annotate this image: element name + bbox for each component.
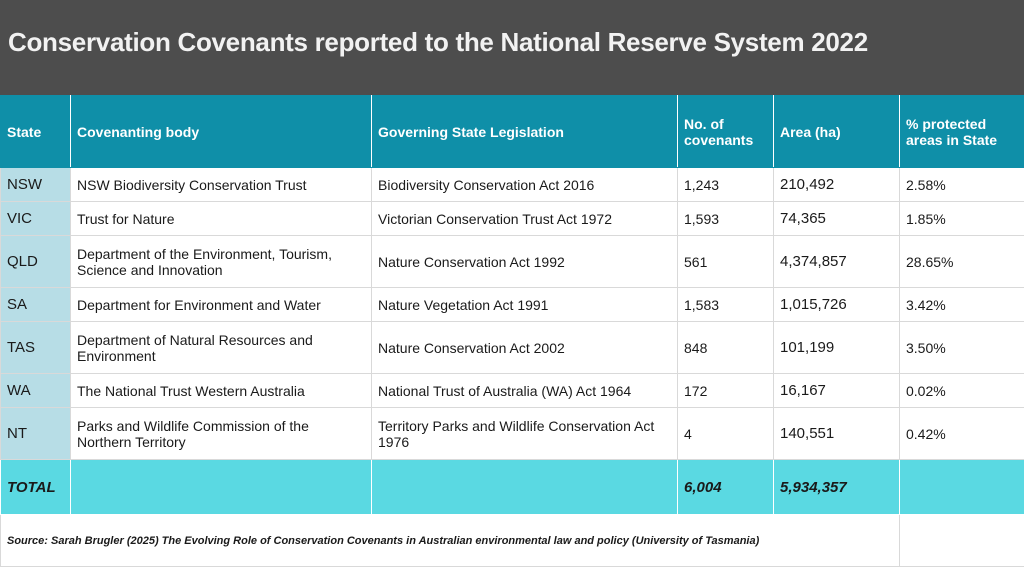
- header-percent-line2: areas in State: [906, 131, 998, 148]
- table-row: WA The National Trust Western Australia …: [0, 373, 1024, 408]
- area-cell: 140,551: [773, 407, 900, 460]
- percent-cell: 1.85%: [899, 201, 1024, 236]
- header-percent-line1: % protected: [906, 115, 987, 132]
- area-cell: 101,199: [773, 321, 900, 374]
- state-cell: QLD: [0, 235, 71, 288]
- table-row: SA Department for Environment and Water …: [0, 287, 1024, 322]
- total-empty-percent: [899, 459, 1024, 515]
- state-cell: WA: [0, 373, 71, 408]
- header-covenanting-body: Covenanting body: [70, 95, 372, 168]
- body-cell: Parks and Wildlife Commission of the Nor…: [70, 407, 372, 460]
- percent-cell: 28.65%: [899, 235, 1024, 288]
- area-cell: 4,374,857: [773, 235, 900, 288]
- count-cell: 4: [677, 407, 774, 460]
- total-row: TOTAL 6,004 5,934,357: [0, 459, 1024, 515]
- state-cell: NT: [0, 407, 71, 460]
- percent-cell: 2.58%: [899, 167, 1024, 202]
- legislation-cell: Victorian Conservation Trust Act 1972: [371, 201, 678, 236]
- total-empty-legislation: [371, 459, 678, 515]
- page-title: Conservation Covenants reported to the N…: [8, 27, 868, 57]
- state-cell: SA: [0, 287, 71, 322]
- body-cell: NSW Biodiversity Conservation Trust: [70, 167, 372, 202]
- header-covenant-count: No. of covenants: [677, 95, 774, 168]
- body-cell: Department of the Environment, Tourism, …: [70, 235, 372, 288]
- header-percent-protected: % protected areas in State: [899, 95, 1024, 168]
- total-empty-body: [70, 459, 372, 515]
- table-row: QLD Department of the Environment, Touri…: [0, 235, 1024, 288]
- table-row: VIC Trust for Nature Victorian Conservat…: [0, 201, 1024, 236]
- source-row: Source: Sarah Brugler (2025) The Evolvin…: [0, 514, 1024, 567]
- table-row: NT Parks and Wildlife Commission of the …: [0, 407, 1024, 460]
- total-count: 6,004: [677, 459, 774, 515]
- total-label: TOTAL: [0, 459, 71, 515]
- percent-cell: 3.42%: [899, 287, 1024, 322]
- percent-cell: 0.42%: [899, 407, 1024, 460]
- header-count-line1: No. of: [684, 115, 724, 132]
- body-cell: Department of Natural Resources and Envi…: [70, 321, 372, 374]
- covenants-table: State Covenanting body Governing State L…: [0, 95, 1024, 567]
- count-cell: 1,243: [677, 167, 774, 202]
- percent-cell: 3.50%: [899, 321, 1024, 374]
- source-empty-cell: [899, 514, 1024, 567]
- count-cell: 172: [677, 373, 774, 408]
- percent-cell: 0.02%: [899, 373, 1024, 408]
- area-cell: 16,167: [773, 373, 900, 408]
- total-area: 5,934,357: [773, 459, 900, 515]
- table-row: NSW NSW Biodiversity Conservation Trust …: [0, 167, 1024, 202]
- state-cell: TAS: [0, 321, 71, 374]
- legislation-cell: Nature Conservation Act 2002: [371, 321, 678, 374]
- body-cell: Trust for Nature: [70, 201, 372, 236]
- table-row: TAS Department of Natural Resources and …: [0, 321, 1024, 374]
- legislation-cell: Territory Parks and Wildlife Conservatio…: [371, 407, 678, 460]
- header-row: State Covenanting body Governing State L…: [0, 95, 1024, 168]
- legislation-cell: Biodiversity Conservation Act 2016: [371, 167, 678, 202]
- body-cell: The National Trust Western Australia: [70, 373, 372, 408]
- legislation-cell: National Trust of Australia (WA) Act 196…: [371, 373, 678, 408]
- source-note: Source: Sarah Brugler (2025) The Evolvin…: [0, 514, 900, 567]
- title-bar: Conservation Covenants reported to the N…: [0, 0, 1024, 95]
- area-cell: 210,492: [773, 167, 900, 202]
- header-state: State: [0, 95, 71, 168]
- legislation-cell: Nature Vegetation Act 1991: [371, 287, 678, 322]
- header-count-line2: covenants: [684, 131, 754, 148]
- count-cell: 561: [677, 235, 774, 288]
- header-legislation: Governing State Legislation: [371, 95, 678, 168]
- header-area: Area (ha): [773, 95, 900, 168]
- area-cell: 1,015,726: [773, 287, 900, 322]
- count-cell: 1,583: [677, 287, 774, 322]
- legislation-cell: Nature Conservation Act 1992: [371, 235, 678, 288]
- area-cell: 74,365: [773, 201, 900, 236]
- state-cell: NSW: [0, 167, 71, 202]
- count-cell: 848: [677, 321, 774, 374]
- count-cell: 1,593: [677, 201, 774, 236]
- body-cell: Department for Environment and Water: [70, 287, 372, 322]
- state-cell: VIC: [0, 201, 71, 236]
